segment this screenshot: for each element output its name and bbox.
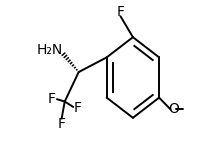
Text: F: F [58,117,66,131]
Text: F: F [47,92,56,106]
Text: F: F [74,101,82,115]
Text: H₂N: H₂N [37,43,63,57]
Text: O: O [168,102,179,116]
Text: F: F [116,5,125,19]
